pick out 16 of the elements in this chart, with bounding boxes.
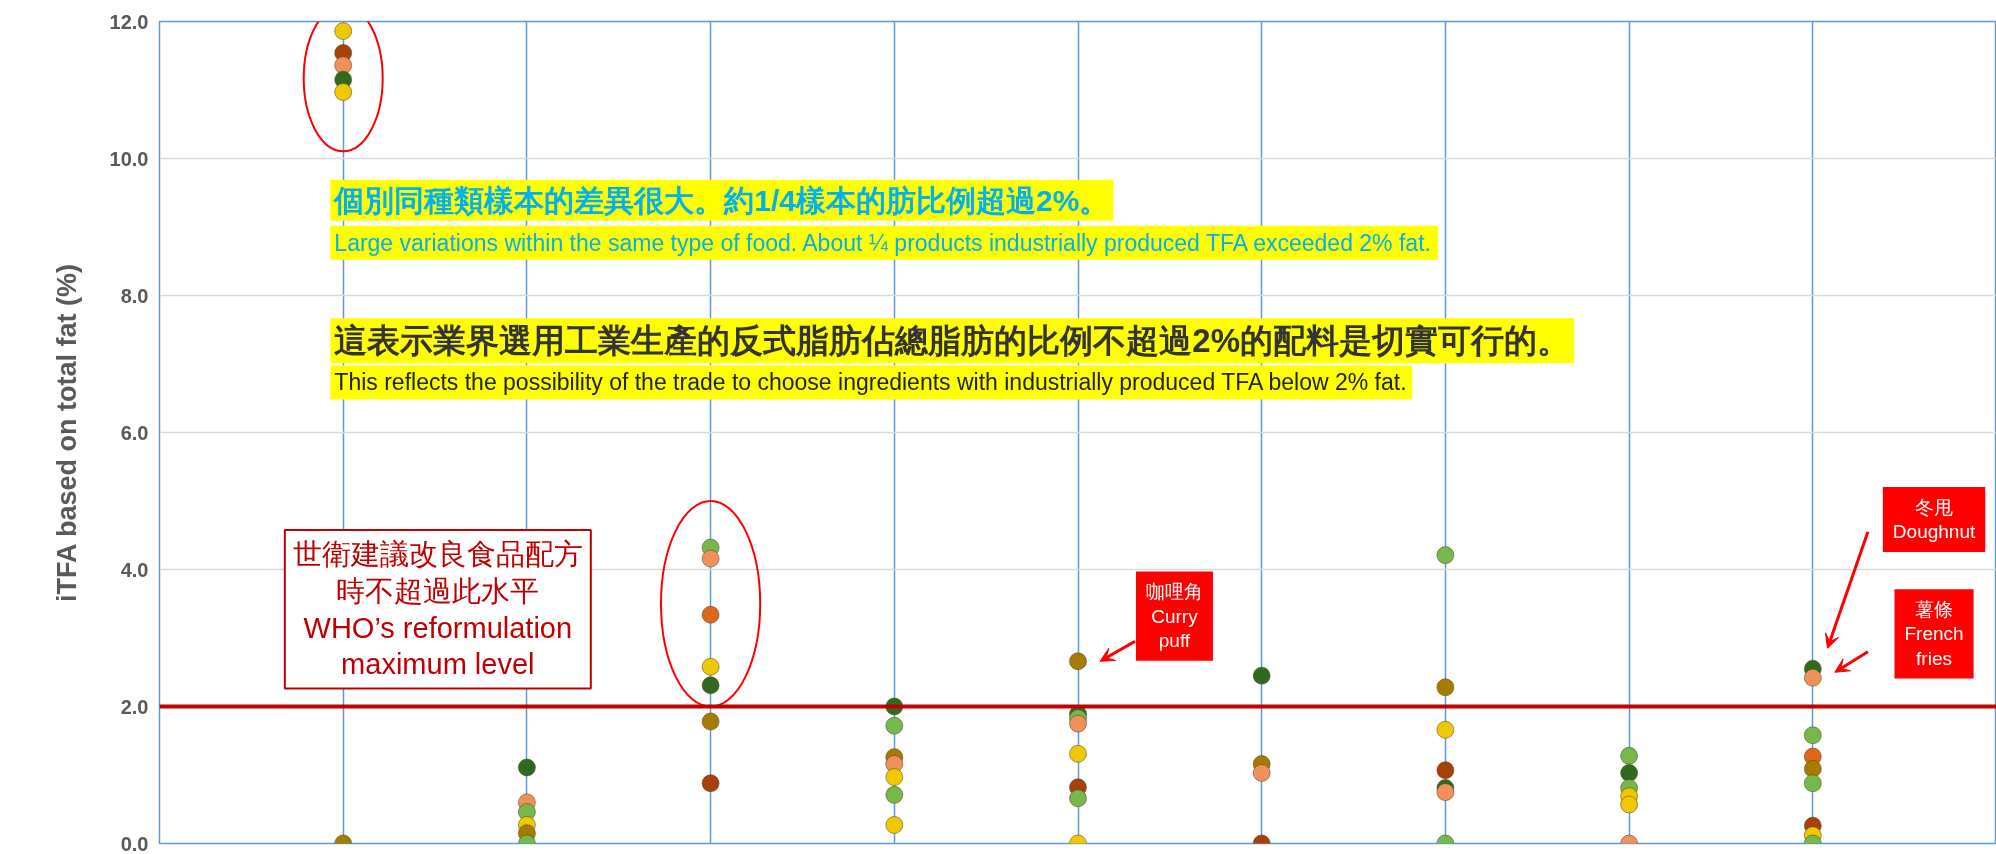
y-tick-label: 2.0	[120, 695, 149, 718]
y-tick-label: 10.0	[109, 147, 149, 170]
annotation: 薯條 French fries	[1904, 599, 1964, 669]
annotation: 冬甩 Doughnut	[1892, 496, 1976, 543]
y-tick-label: 0.0	[120, 832, 149, 854]
y-tick-label: 12.0	[109, 10, 149, 33]
ref-line-label: 世衛建議改良食品配方時不超過此水平 WHO’s reformulation maximum level	[292, 538, 583, 681]
annotation: Large variations within the same type of food. About ¼ products industrially produced TFA exceeded 2% fat.	[334, 229, 1431, 256]
y-tick-label: 6.0	[120, 421, 149, 444]
annotation: 這表示業界選用工業生產的反式脂肪佔總脂肪的比例不超過2%的配料是切實可行的。	[334, 322, 1571, 360]
annotation: 咖哩角 Curry puff	[1145, 581, 1203, 651]
y-axis-title: iTFA based on total fat (%)	[51, 263, 82, 602]
y-tick-label: 4.0	[120, 558, 149, 581]
y-tick-label: 8.0	[120, 284, 149, 307]
annotation: This reflects the possibility of the trade to choose ingredients with industrially produced TFA below 2% fat.	[334, 369, 1407, 396]
annotation: 個別同種類樣本的差異很大。約1/4樣本的肪比例超過2%。	[333, 183, 1110, 217]
